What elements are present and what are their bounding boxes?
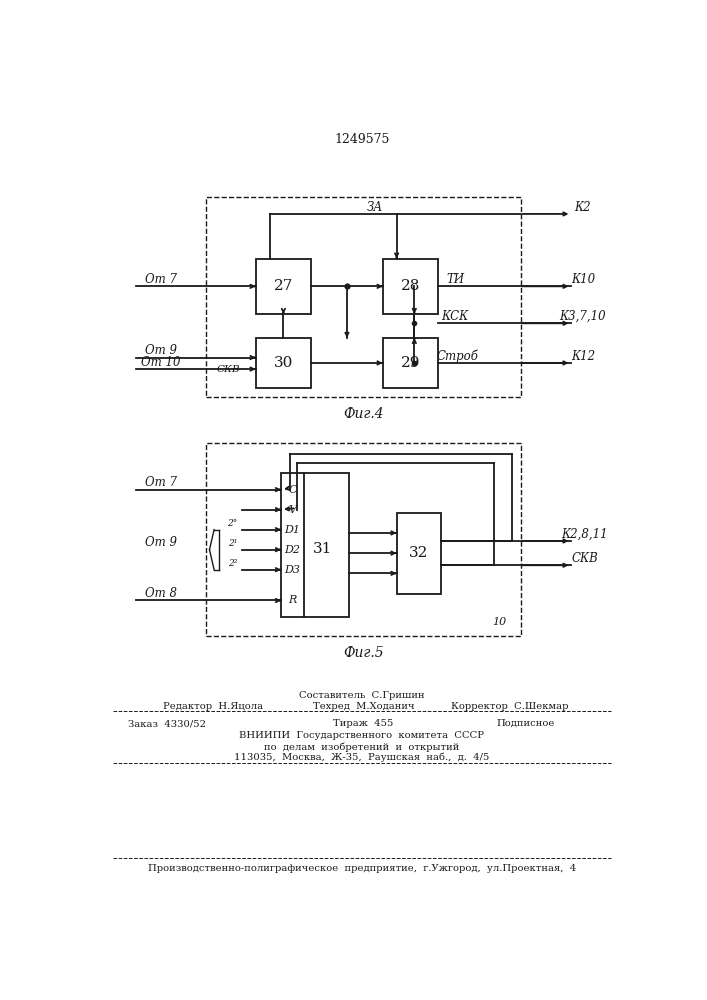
Text: Составитель  С.Гришин: Составитель С.Гришин [299,691,425,700]
Text: Заказ  4330/52: Заказ 4330/52 [128,719,206,728]
Text: Техред  М.Ходанич: Техред М.Ходанич [312,702,414,711]
Text: 1249575: 1249575 [334,133,390,146]
Text: От 8: От 8 [145,587,177,600]
Bar [397,513,441,594]
Text: От 7: От 7 [145,273,177,286]
Text: R: R [288,595,297,605]
Text: 27: 27 [274,279,293,293]
Bar [206,197,521,397]
Text: 2²: 2² [228,559,238,568]
Text: ВНИИПИ  Государственного  комитета  СССР: ВНИИПИ Государственного комитета СССР [240,732,484,740]
Text: К3,7,10: К3,7,10 [560,310,607,323]
Bar [206,443,521,636]
Text: Тираж  455: Тираж 455 [333,719,394,728]
Text: Строб: Строб [436,349,479,363]
Bar [281,473,349,617]
Text: От 9: От 9 [145,344,177,357]
Bar [382,338,438,388]
Text: От 7: От 7 [145,476,177,489]
Text: по  делам  изобретений  и  открытий: по делам изобретений и открытий [264,742,460,752]
Text: Корректор  С.Шекмар: Корректор С.Шекмар [451,702,568,711]
Text: 28: 28 [401,279,420,293]
Text: D3: D3 [285,565,300,575]
Text: Фиг.5: Фиг.5 [343,646,384,660]
Text: 30: 30 [274,356,293,370]
Text: К2: К2 [575,201,591,214]
Text: К10: К10 [571,273,595,286]
Text: СКВ: СКВ [571,552,598,565]
Text: 113035,  Москва,  Ж-35,  Раушская  наб.,  д.  4/5: 113035, Москва, Ж-35, Раушская наб., д. … [234,752,490,762]
Text: D2: D2 [285,545,300,555]
Text: Производственно-полиграфическое  предприятие,  г.Ужгород,  ул.Проектная,  4: Производственно-полиграфическое предприя… [148,864,576,873]
Text: 29: 29 [401,356,420,370]
Text: Подписное: Подписное [496,719,554,728]
Text: 32: 32 [409,546,428,560]
Text: Фиг.4: Фиг.4 [343,407,384,421]
Bar [382,259,438,314]
Text: Редактор  Н.Яцола: Редактор Н.Яцола [163,702,264,711]
Text: СКВ: СКВ [217,365,240,374]
Text: V: V [288,505,297,515]
Text: ТИ: ТИ [446,273,464,286]
Text: ЗА: ЗА [367,201,383,214]
Text: 2¹: 2¹ [228,539,238,548]
Text: 2°: 2° [228,519,238,528]
Text: От 9: От 9 [145,536,177,549]
Text: К2,8,11: К2,8,11 [561,528,608,541]
Bar [256,338,311,388]
Text: 31: 31 [313,542,332,556]
Text: C: C [288,485,297,495]
Text: КСК: КСК [441,310,469,323]
Text: От 10: От 10 [141,356,181,369]
Text: D1: D1 [285,525,300,535]
Text: 10: 10 [493,617,507,627]
Bar [256,259,311,314]
Text: К12: К12 [571,350,595,363]
